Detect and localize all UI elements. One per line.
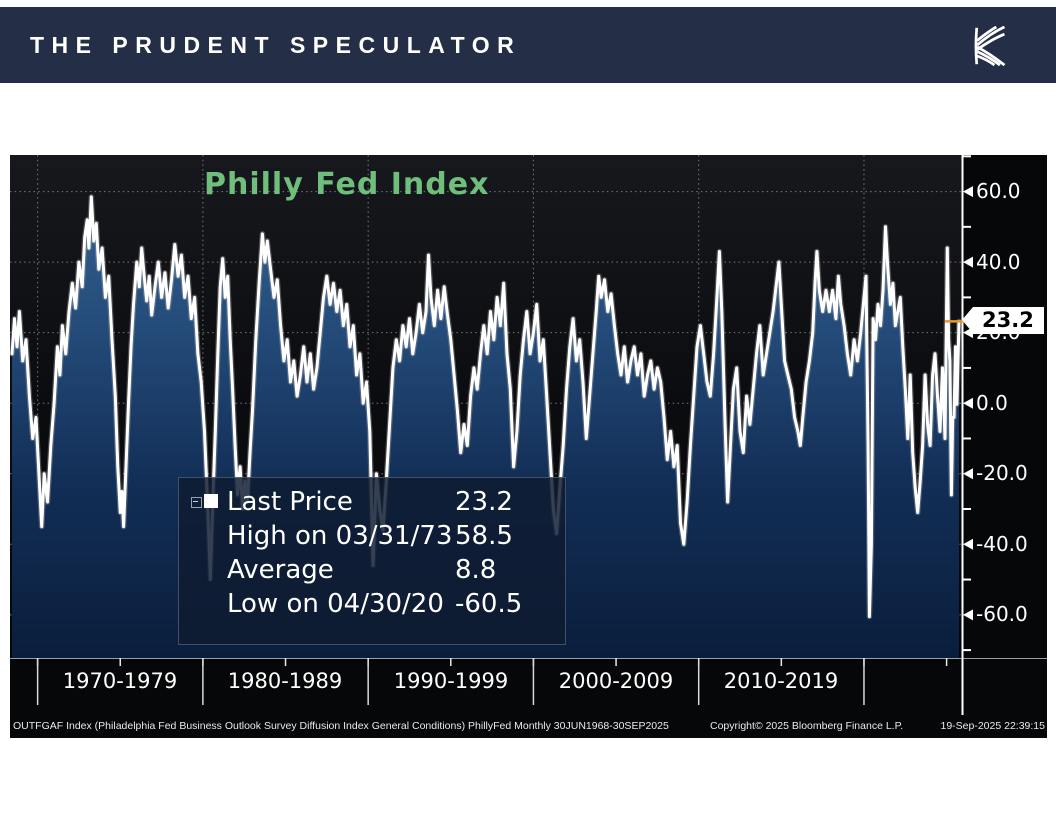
masthead-bar: THE PRUDENT SPECULATOR (0, 7, 1056, 83)
chart-title: Philly Fed Index (204, 167, 490, 202)
y-axis-label-n60: -60.0 (976, 602, 1028, 626)
legend-label: Last Price (227, 487, 353, 517)
legend-label: Average (227, 555, 334, 585)
y-major-tick-arrow-icon (963, 397, 973, 409)
legend-row-high: High on 03/31/73 58.5 (191, 519, 551, 553)
philly-fed-chart: Philly Fed Index 60.0 40.0 20.0 0.0 -20.… (10, 155, 1047, 738)
x-axis-label-1970s: 1970-1979 (62, 669, 178, 693)
legend-box: Last Price 23.2 High on 03/31/73 58.5 Av… (178, 477, 566, 645)
legend-value: 23.2 (455, 487, 513, 517)
y-major-tick-arrow-icon (963, 186, 973, 198)
legend-label: Low on 04/30/20 (227, 589, 444, 619)
x-axis-label-2000s: 2000-2009 (558, 669, 674, 693)
y-major-tick-arrow-icon (963, 256, 973, 268)
y-major-tick-arrow-icon (963, 468, 973, 480)
x-axis-label-1980s: 1980-1989 (227, 669, 343, 693)
legend-row-average: Average 8.8 (191, 553, 551, 587)
masthead-title: THE PRUDENT SPECULATOR (30, 31, 522, 58)
y-major-tick-arrow-icon (963, 538, 973, 550)
last-price-callout: 23.2 (962, 307, 1044, 334)
y-major-tick-arrow-icon (963, 609, 973, 621)
y-axis-label-0: 0.0 (976, 391, 1008, 415)
y-axis-label-n20: -20.0 (976, 461, 1028, 485)
legend-expand-icon[interactable] (191, 497, 202, 508)
y-axis-label-60: 60.0 (976, 179, 1021, 203)
legend-row-last-price: Last Price 23.2 (191, 485, 551, 519)
kovitz-k-logo (974, 26, 1006, 66)
chart-line (10, 195, 961, 619)
legend-value: 8.8 (455, 555, 497, 585)
x-axis-label-2010s: 2010-2019 (723, 669, 839, 693)
chart-footer-timestamp: 19-Sep-2025 22:39:15 (940, 720, 1045, 732)
y-axis-label-n40: -40.0 (976, 532, 1028, 556)
chart-canvas (10, 155, 1047, 715)
chart-footer-copyright: Copyright© 2025 Bloomberg Finance L.P. (710, 720, 904, 732)
legend-row-low: Low on 04/30/20 -60.5 (191, 587, 551, 621)
legend-label: High on 03/31/73 (227, 521, 453, 551)
legend-value: 58.5 (455, 521, 513, 551)
x-axis-label-1990s: 1990-1999 (393, 669, 509, 693)
series-marker-icon (204, 494, 218, 508)
y-axis-label-40: 40.0 (976, 250, 1021, 274)
chart-footer-description: OUTFGAF Index (Philadelphia Fed Business… (13, 720, 669, 732)
legend-value: -60.5 (455, 589, 523, 619)
